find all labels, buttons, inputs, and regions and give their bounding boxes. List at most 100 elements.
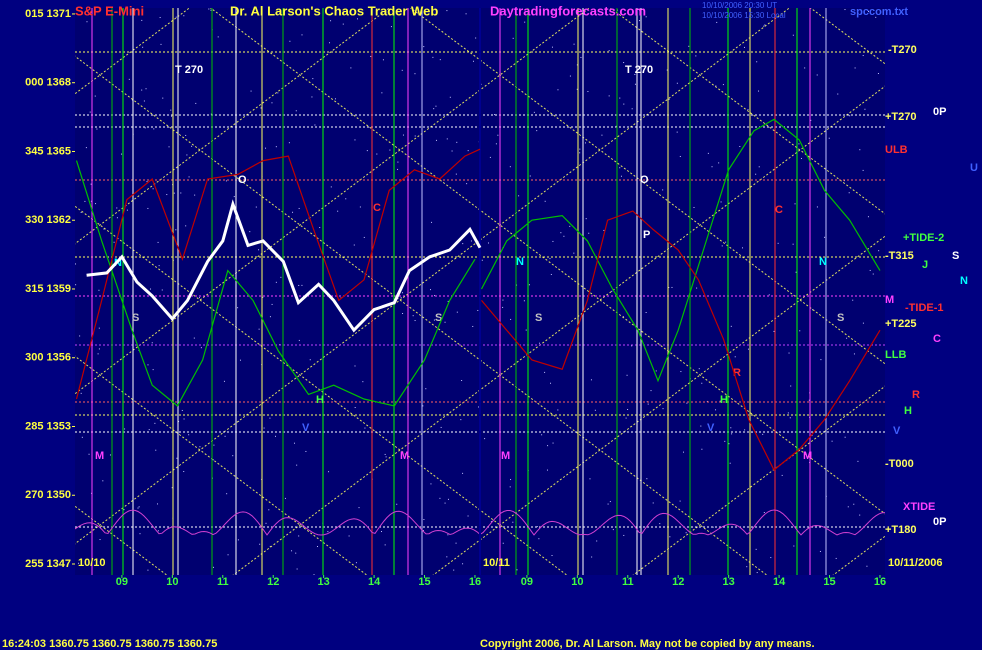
speckle: [728, 443, 730, 445]
speckle: [141, 19, 143, 21]
speckle: [183, 418, 185, 420]
x-tick-label: 13: [318, 576, 330, 588]
speckle: [764, 24, 766, 26]
speckle: [804, 67, 806, 69]
speckle: [612, 529, 614, 531]
speckle: [90, 183, 92, 185]
speckle: [859, 149, 861, 151]
speckle: [478, 406, 480, 408]
speckle: [743, 46, 745, 48]
speckle: [557, 89, 559, 91]
annotation: S: [837, 312, 844, 324]
series-line: [481, 210, 881, 471]
speckle: [180, 192, 182, 194]
speckle: [605, 12, 607, 14]
timestamp: 10/10/2006 20:30 UT: [702, 1, 777, 10]
speckle: [579, 152, 581, 154]
speckle: [160, 43, 162, 45]
speckle: [679, 500, 681, 502]
speckle: [862, 55, 864, 57]
speckle: [446, 10, 448, 12]
speckle: [431, 221, 433, 223]
speckle: [293, 442, 295, 444]
speckle: [819, 550, 821, 552]
speckle: [239, 359, 241, 361]
speckle: [90, 492, 92, 494]
speckle: [183, 15, 185, 17]
speckle: [271, 102, 273, 104]
annotation: ULB: [885, 144, 908, 156]
speckle: [746, 566, 748, 568]
diagonal: [75, 355, 368, 575]
speckle: [103, 228, 105, 230]
speckle: [446, 138, 448, 140]
annotation: O: [238, 174, 247, 186]
speckle: [447, 300, 449, 302]
annotation: V: [707, 422, 715, 434]
speckle: [589, 478, 591, 480]
speckle: [857, 12, 859, 14]
y-tick-label: 315 1359: [25, 283, 71, 295]
speckle: [611, 290, 613, 292]
speckle: [423, 46, 425, 48]
speckle: [225, 180, 227, 182]
speckle: [384, 453, 386, 455]
speckle: [646, 478, 648, 480]
speckle: [175, 16, 177, 18]
speckle: [138, 506, 140, 508]
diagonal: [75, 8, 591, 395]
speckle: [364, 427, 366, 429]
speckle: [800, 157, 802, 159]
speckle: [120, 153, 122, 155]
speckle: [275, 146, 277, 148]
speckle: [762, 433, 764, 435]
y-tick-label: 270 1350: [25, 489, 71, 501]
speckle: [533, 111, 535, 113]
annotation: T 270: [625, 64, 653, 76]
speckle: [414, 135, 416, 137]
x-tick-label: 12: [267, 576, 279, 588]
speckle: [98, 348, 100, 350]
speckle: [489, 156, 491, 158]
speckle: [671, 286, 673, 288]
speckle: [666, 69, 668, 71]
title-left: S&P E-Mini: [75, 3, 144, 18]
copyright: Copyright 2006, Dr. Al Larson. May not b…: [480, 638, 815, 650]
speckle: [95, 203, 97, 205]
speckle: [381, 531, 382, 533]
speckle: [455, 173, 457, 175]
speckle: [289, 40, 291, 42]
speckle: [596, 540, 598, 542]
speckle: [607, 503, 609, 505]
speckle: [362, 381, 364, 383]
speckle: [296, 464, 298, 466]
speckle: [792, 243, 794, 245]
speckle: [150, 288, 152, 290]
speckle: [790, 385, 792, 387]
speckle: [679, 155, 681, 157]
x-tick-label: 15: [823, 576, 835, 588]
annotation: S: [132, 312, 139, 324]
speckle: [668, 287, 670, 289]
speckle: [224, 435, 226, 437]
speckle: [188, 176, 190, 178]
speckle: [847, 506, 849, 508]
speckle: [429, 289, 431, 291]
annotation: C: [373, 202, 381, 214]
speckle: [353, 244, 355, 246]
speckle: [265, 522, 267, 524]
file-name: spccom.txt: [850, 6, 908, 18]
speckle: [81, 436, 83, 438]
speckle: [662, 189, 664, 191]
speckle: [116, 207, 118, 209]
speckle: [462, 243, 464, 245]
speckle: [456, 141, 458, 143]
speckle: [195, 102, 197, 104]
series-line: [75, 148, 481, 400]
speckle: [80, 211, 82, 213]
speckle: [210, 113, 212, 115]
speckle: [546, 469, 548, 471]
speckle: [342, 23, 344, 25]
speckle: [524, 21, 526, 23]
